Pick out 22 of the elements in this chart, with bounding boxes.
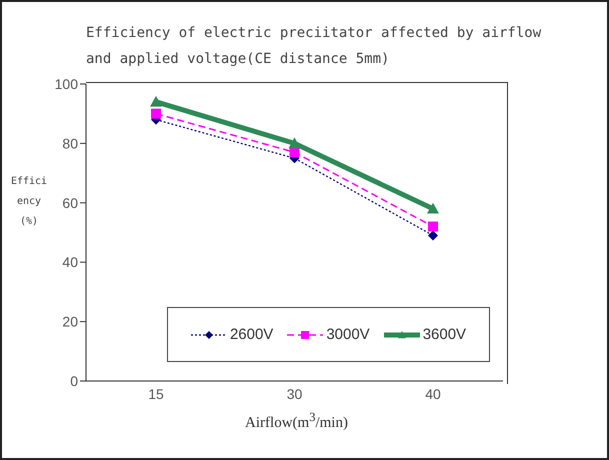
x-axis-title: Airflow(m$^{3}$/min) [244, 410, 349, 432]
point [151, 108, 161, 119]
chart-title: Efficiency of electric preciitator affected by airflow and applied voltage(CE distance 5mm) [86, 24, 542, 69]
point [290, 147, 300, 158]
point [427, 202, 439, 214]
y-tick-label: 0 [70, 372, 78, 389]
y-tick-label: 80 [62, 135, 78, 152]
y-tick-label: 40 [62, 254, 78, 270]
y-tick-label: 20 [62, 314, 78, 330]
legend-label: 3600V [422, 326, 466, 343]
legend-label: 3000V [325, 326, 370, 343]
point [288, 137, 300, 148]
y-tick-label: 100 [54, 76, 78, 92]
x-tick-label: 30 [286, 386, 302, 402]
legend-label: 2600V [228, 326, 274, 343]
y-axis-title: Efficiency (%) [10, 175, 48, 229]
point [428, 230, 438, 240]
point [150, 96, 162, 107]
point [428, 222, 438, 232]
y-tick-label: 60 [62, 194, 78, 211]
x-tick-label: 40 [425, 386, 441, 402]
x-tick-label: 15 [148, 386, 164, 402]
